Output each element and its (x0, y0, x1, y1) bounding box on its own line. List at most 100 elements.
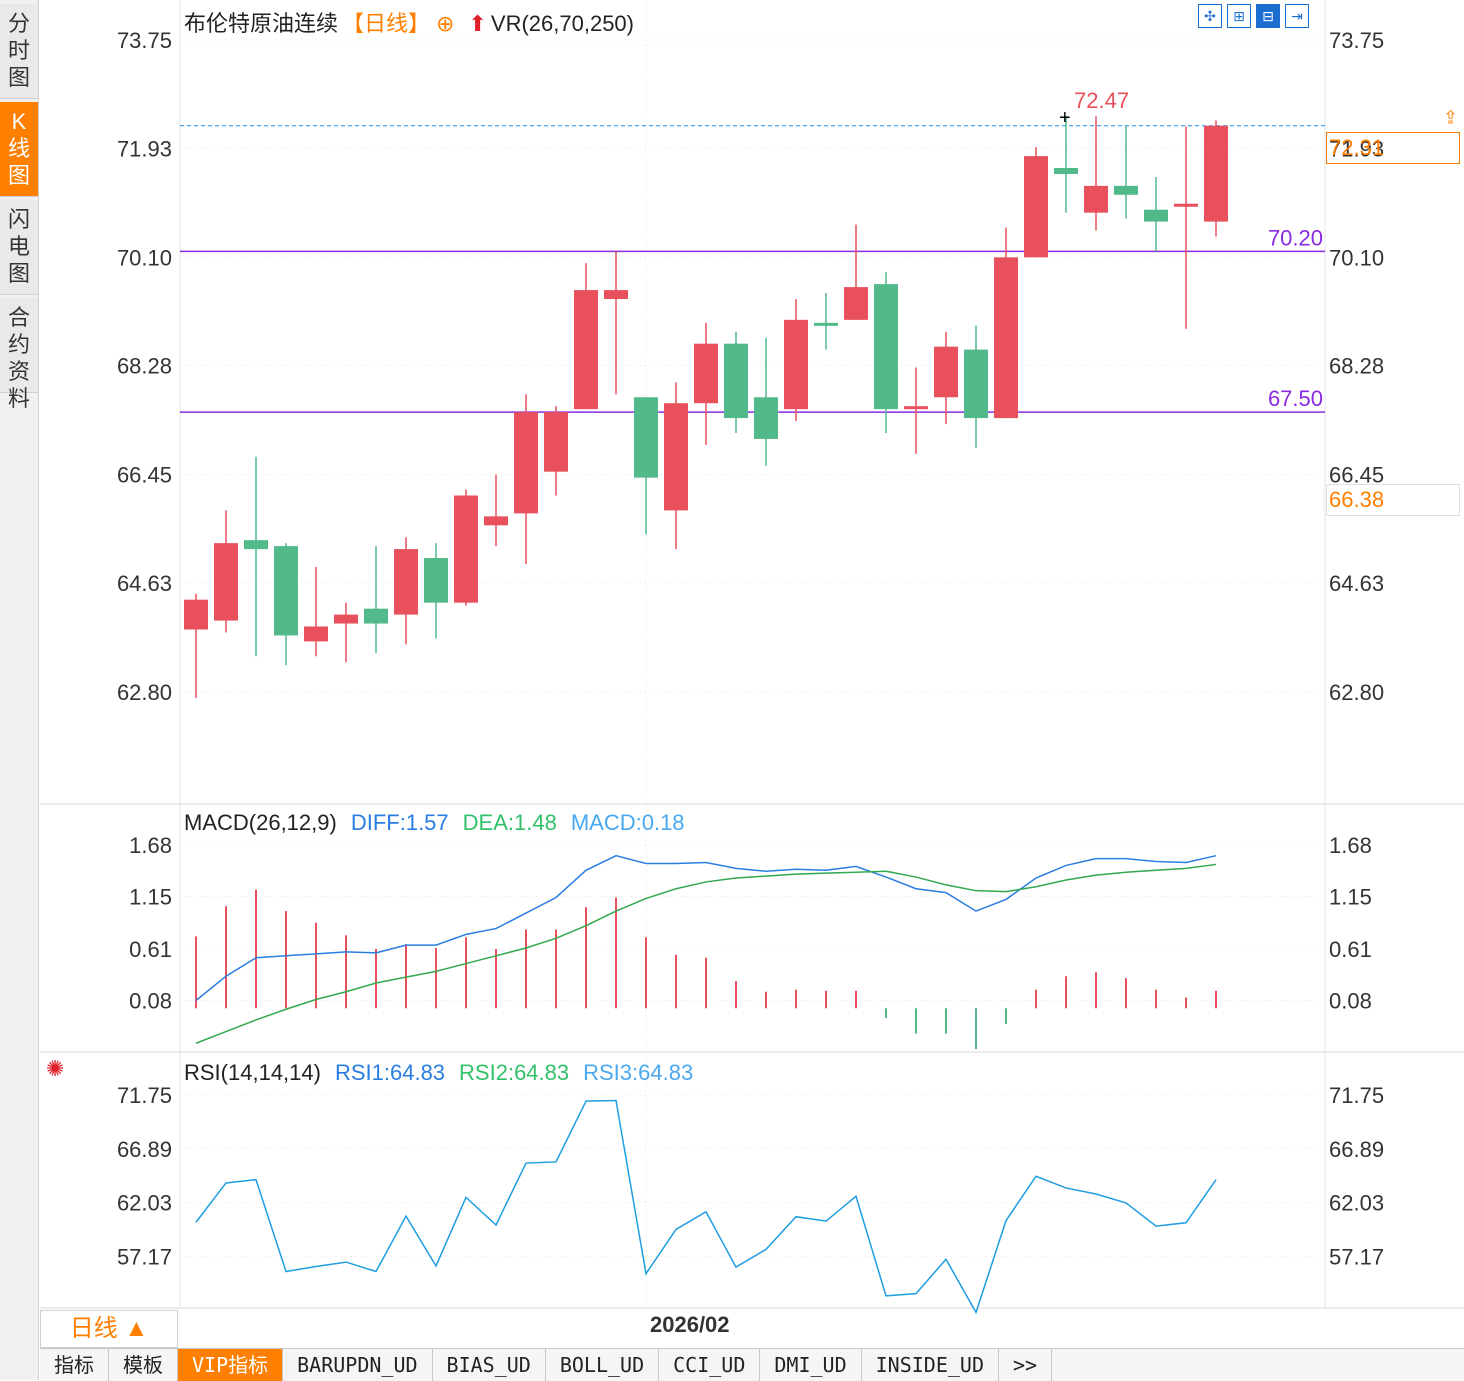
left-tab-1[interactable]: K线图 (0, 102, 38, 197)
candle-body (784, 319, 808, 410)
settings-icon[interactable]: ✺ (46, 1056, 65, 1081)
bottom-tab-7[interactable]: DMI_UD (760, 1349, 862, 1381)
candle-body (274, 546, 298, 636)
main-title: 布伦特原油连续 【日线】 ⊕ ⬆ VR(26,70,250) (184, 6, 648, 38)
high-marker: + (1059, 107, 1071, 129)
main-ytick-right: 68.28 (1329, 354, 1384, 379)
reference-price-box: 66.38 (1326, 484, 1460, 516)
diff-legend: DIFF:1.57 (350, 810, 449, 835)
rsi-ytick-left: 66.89 (117, 1137, 172, 1162)
candle-body (724, 343, 748, 419)
candle-body (304, 626, 328, 642)
candle-body (424, 558, 448, 603)
left-tab-bar: 分时图 K线图闪电图合约资料 (0, 0, 39, 1380)
main-ytick-right: 71.93 (1329, 136, 1384, 161)
chart-toolbar: ✣ ⊞ ⊟ ⇥ (1198, 4, 1314, 28)
main-ytick-right: 73.75 (1329, 28, 1384, 53)
rsi-ytick-left: 62.03 (117, 1191, 172, 1216)
candle-body (904, 406, 928, 410)
candle-body (844, 287, 868, 320)
macd-title: MACD(26,12,9) DIFF:1.57 DEA:1.48 MACD:0.18 (184, 810, 699, 836)
candle-body (814, 322, 838, 326)
candle-body (334, 614, 358, 624)
candle-body (244, 540, 268, 550)
candle-body (994, 257, 1018, 419)
left-tab-2[interactable]: 闪电图 (0, 200, 38, 295)
grid-lines (40, 0, 1464, 1309)
expand-icon[interactable]: ⊕ (436, 11, 455, 36)
main-ytick-right: 70.10 (1329, 245, 1384, 270)
rsi-ytick-right: 57.17 (1329, 1244, 1384, 1269)
main-ytick-left: 71.93 (117, 136, 172, 161)
candle-body (1204, 125, 1228, 222)
indicator-label[interactable]: VR(26,70,250) (490, 11, 634, 36)
left-tab-label: 合约资料 (7, 305, 30, 411)
bottom-tab-9[interactable]: >> (999, 1349, 1053, 1381)
zoom-in-icon[interactable]: ⊞ (1227, 4, 1251, 28)
rsi1-legend: RSI1:64.83 (334, 1060, 446, 1085)
zoom-out-icon[interactable]: ⊟ (1256, 4, 1280, 28)
rsi-panel (195, 1099, 1217, 1315)
macd-panel (195, 854, 1217, 1050)
main-ytick-left: 62.80 (117, 680, 172, 705)
rsi-line (195, 1099, 1217, 1315)
candle-body (184, 599, 208, 630)
arrow-up-icon[interactable]: ⬆ (468, 11, 487, 36)
macd-ytick-right: 0.08 (1329, 988, 1372, 1013)
left-tab-3[interactable]: 合约资料 (0, 298, 38, 411)
candle-body (874, 284, 898, 410)
move-right-icon[interactable]: ⇥ (1285, 4, 1309, 28)
macd-ytick-right: 1.68 (1329, 833, 1372, 858)
left-tab-0[interactable]: 分时图 (0, 4, 38, 99)
horizontal-levels: 70.20 67.50 ⇪ (180, 108, 1458, 413)
rsi3-legend: RSI3:64.83 (583, 1060, 694, 1085)
period-button[interactable]: 日线 ▲ (40, 1310, 178, 1348)
macd-ytick-left: 1.68 (129, 833, 172, 858)
candle-body (1174, 203, 1198, 207)
bottom-tab-3[interactable]: BARUPDN_UD (283, 1349, 433, 1381)
scroll-up-icon: ⇪ (1443, 108, 1458, 128)
bottom-tab-1[interactable]: 模板 (109, 1349, 178, 1381)
candle-body (574, 290, 598, 410)
candles: +72.47 (184, 88, 1228, 698)
candle-body (754, 397, 778, 439)
candle-body (664, 403, 688, 511)
candle-body (604, 290, 628, 300)
macd-ytick-left: 0.61 (129, 937, 172, 962)
candle-body (394, 549, 418, 615)
rsi-ytick-right: 71.75 (1329, 1083, 1384, 1108)
candle-body (1024, 156, 1048, 258)
bottom-tab-4[interactable]: BIAS_UD (433, 1349, 546, 1381)
support-label: 70.20 (1268, 225, 1323, 250)
bottom-tab-2[interactable]: VIP指标 (178, 1349, 284, 1381)
axis-labels: 73.75 73.75 71.93 71.93 70.10 70.10 68.28 68.28… (117, 28, 1384, 1269)
bottom-tab-0[interactable]: 指标 (40, 1349, 109, 1381)
high-label: 72.47 (1074, 88, 1129, 113)
main-ytick-right: 62.80 (1329, 680, 1384, 705)
main-ytick-left: 64.63 (117, 571, 172, 596)
candle-body (214, 543, 238, 621)
macd-ytick-left: 1.15 (129, 885, 172, 910)
candle-body (514, 412, 538, 514)
main-ytick-left: 70.10 (117, 245, 172, 270)
left-tab-label: 分时图 (7, 11, 30, 90)
rsi-label: RSI(14,14,14) (184, 1060, 321, 1085)
period-label: 【日线】 (342, 11, 431, 36)
current-price-box: 72.31 (1326, 132, 1460, 164)
date-label: 2026/02 (650, 1312, 730, 1337)
candle-body (1084, 185, 1108, 213)
candle-body (1114, 185, 1138, 195)
candle-body (364, 608, 388, 624)
main-ytick-left: 73.75 (117, 28, 172, 53)
diff-line (195, 854, 1217, 1002)
left-tab-label: K线图 (7, 109, 30, 188)
bottom-tab-8[interactable]: INSIDE_UD (862, 1349, 1000, 1381)
bottom-tab-5[interactable]: BOLL_UD (546, 1349, 660, 1381)
dea-line (195, 863, 1217, 1044)
bottom-tab-6[interactable]: CCI_UD (659, 1349, 761, 1381)
macd-ytick-left: 0.08 (129, 988, 172, 1013)
candle-body (1054, 168, 1078, 174)
rsi-title: RSI(14,14,14) RSI1:64.83 RSI2:64.83 RSI3:64… (184, 1060, 707, 1086)
rsi2-legend: RSI2:64.83 (459, 1060, 570, 1085)
crosshair-icon[interactable]: ✣ (1198, 4, 1222, 28)
